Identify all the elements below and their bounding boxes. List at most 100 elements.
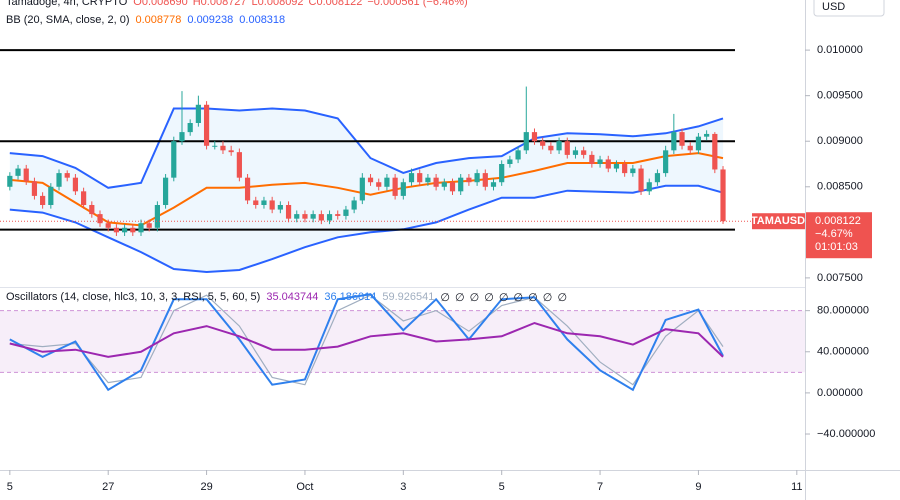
candle-body: [646, 182, 652, 192]
currency: USD: [822, 1, 845, 13]
candle-body: [203, 104, 210, 146]
y-tick-label: 0.008500: [817, 181, 863, 193]
candle-body: [531, 132, 538, 142]
bb-value: 0.008318: [239, 14, 286, 26]
osc-line: [9, 293, 724, 392]
symbol-tag: [752, 213, 805, 230]
osc-value: 36.186014: [324, 291, 377, 303]
price-tag-value: 0.008122: [815, 215, 861, 227]
osc-y-tick-label: 0.000000: [817, 387, 863, 399]
bb-value: 0.008778: [135, 14, 182, 26]
candle-body: [15, 168, 21, 176]
osc-value: 59.926541: [382, 291, 435, 303]
candle-body: [564, 141, 570, 155]
ohlc-value: H0.008727: [192, 0, 247, 8]
candle-body: [507, 159, 513, 164]
candle-body: [654, 173, 661, 183]
ohlc-values: O0.008690 H0.008727 L0.008092 C0.008122 −0.0…: [133, 0, 467, 8]
osc-values: 35.043744 36.186014 59.926541: [266, 291, 434, 304]
candle-body: [499, 164, 505, 183]
candle-body: [540, 141, 546, 146]
bb-line: [9, 152, 724, 227]
candle-body: [671, 132, 677, 151]
osc-title: Oscillators (14, close, hlc3, 10, 3, 3, …: [6, 291, 261, 303]
ohlc-value: L0.008092: [251, 0, 304, 8]
candle-body: [187, 123, 193, 133]
candle-body: [466, 177, 472, 183]
x-tick-label: 29: [200, 481, 212, 493]
ohlc-value: C0.008122: [308, 0, 363, 8]
candle-body: [663, 150, 669, 174]
candle-body: [113, 227, 120, 233]
candle-body: [130, 227, 136, 233]
candle-body: [474, 173, 480, 183]
candle-body: [367, 177, 374, 183]
currency-box: [813, 0, 885, 17]
candle-body: [122, 227, 128, 233]
candle-body: [679, 132, 685, 146]
y-tick-label: 0.009000: [817, 135, 863, 147]
candle-body: [597, 159, 603, 164]
candle-body: [146, 223, 152, 228]
x-tick-label: Oct: [296, 481, 313, 493]
candle-body: [56, 173, 62, 187]
candle-body: [482, 173, 488, 187]
candle-body: [458, 177, 464, 192]
candle-body: [48, 186, 54, 205]
candle-body: [490, 182, 497, 187]
candle-body: [449, 182, 456, 192]
candle-body: [23, 168, 29, 182]
candle-body: [40, 195, 46, 205]
candle-body: [335, 214, 341, 216]
candle-body: [154, 205, 160, 228]
bb-line: [9, 107, 724, 189]
candle-body: [318, 214, 324, 221]
symbol-legend: Tamadoge, 4h, CRYPTO O0.008690 H0.008727 L…: [6, 0, 468, 8]
candle-body: [105, 223, 111, 228]
candle-body: [244, 177, 251, 201]
candle-body: [294, 214, 300, 219]
candle-body: [622, 164, 628, 174]
candle-body: [638, 168, 644, 192]
candle-body: [7, 175, 13, 187]
candle-body: [605, 159, 611, 169]
candle-body: [310, 214, 316, 219]
candle-body: [704, 133, 710, 137]
bb-legend: BB (20, SMA, close, 2, 0) 0.008778 0.0092…: [6, 14, 285, 26]
candle-body: [171, 141, 177, 178]
candle-body: [523, 132, 529, 151]
candle-body: [441, 182, 447, 187]
candle-body: [97, 214, 103, 224]
candle-body: [720, 169, 726, 222]
candle-body: [31, 181, 38, 196]
candle-body: [408, 173, 415, 183]
candle-body: [425, 177, 431, 183]
y-tick-label: 0.009500: [817, 90, 863, 102]
price-tag-change: −4.67%: [815, 228, 853, 240]
candle-body: [64, 173, 70, 178]
osc-line: [9, 321, 724, 358]
candle-body: [285, 205, 292, 219]
candle-body: [581, 150, 587, 155]
candle-body: [548, 145, 554, 151]
candle-body: [343, 209, 349, 216]
price-tag: [806, 212, 872, 259]
candle-body: [556, 141, 562, 151]
candle-body: [613, 164, 620, 169]
candle-body: [359, 177, 365, 201]
candle-body: [261, 200, 267, 205]
candle-body: [630, 168, 636, 174]
x-tick-label: 5: [499, 481, 505, 493]
candle-body: [212, 145, 218, 147]
bb-values: 0.008778 0.009238 0.008318: [136, 14, 286, 26]
x-tick-label: 9: [695, 481, 701, 493]
x-tick-label: 27: [102, 481, 114, 493]
candle-body: [687, 145, 693, 151]
osc-value: 35.043744: [266, 291, 319, 303]
ohlc-value: −0.000561 (−6.46%): [367, 0, 468, 8]
candle-body: [228, 150, 234, 153]
bb-line: [9, 184, 724, 274]
ohlc-value: O0.008690: [133, 0, 188, 8]
